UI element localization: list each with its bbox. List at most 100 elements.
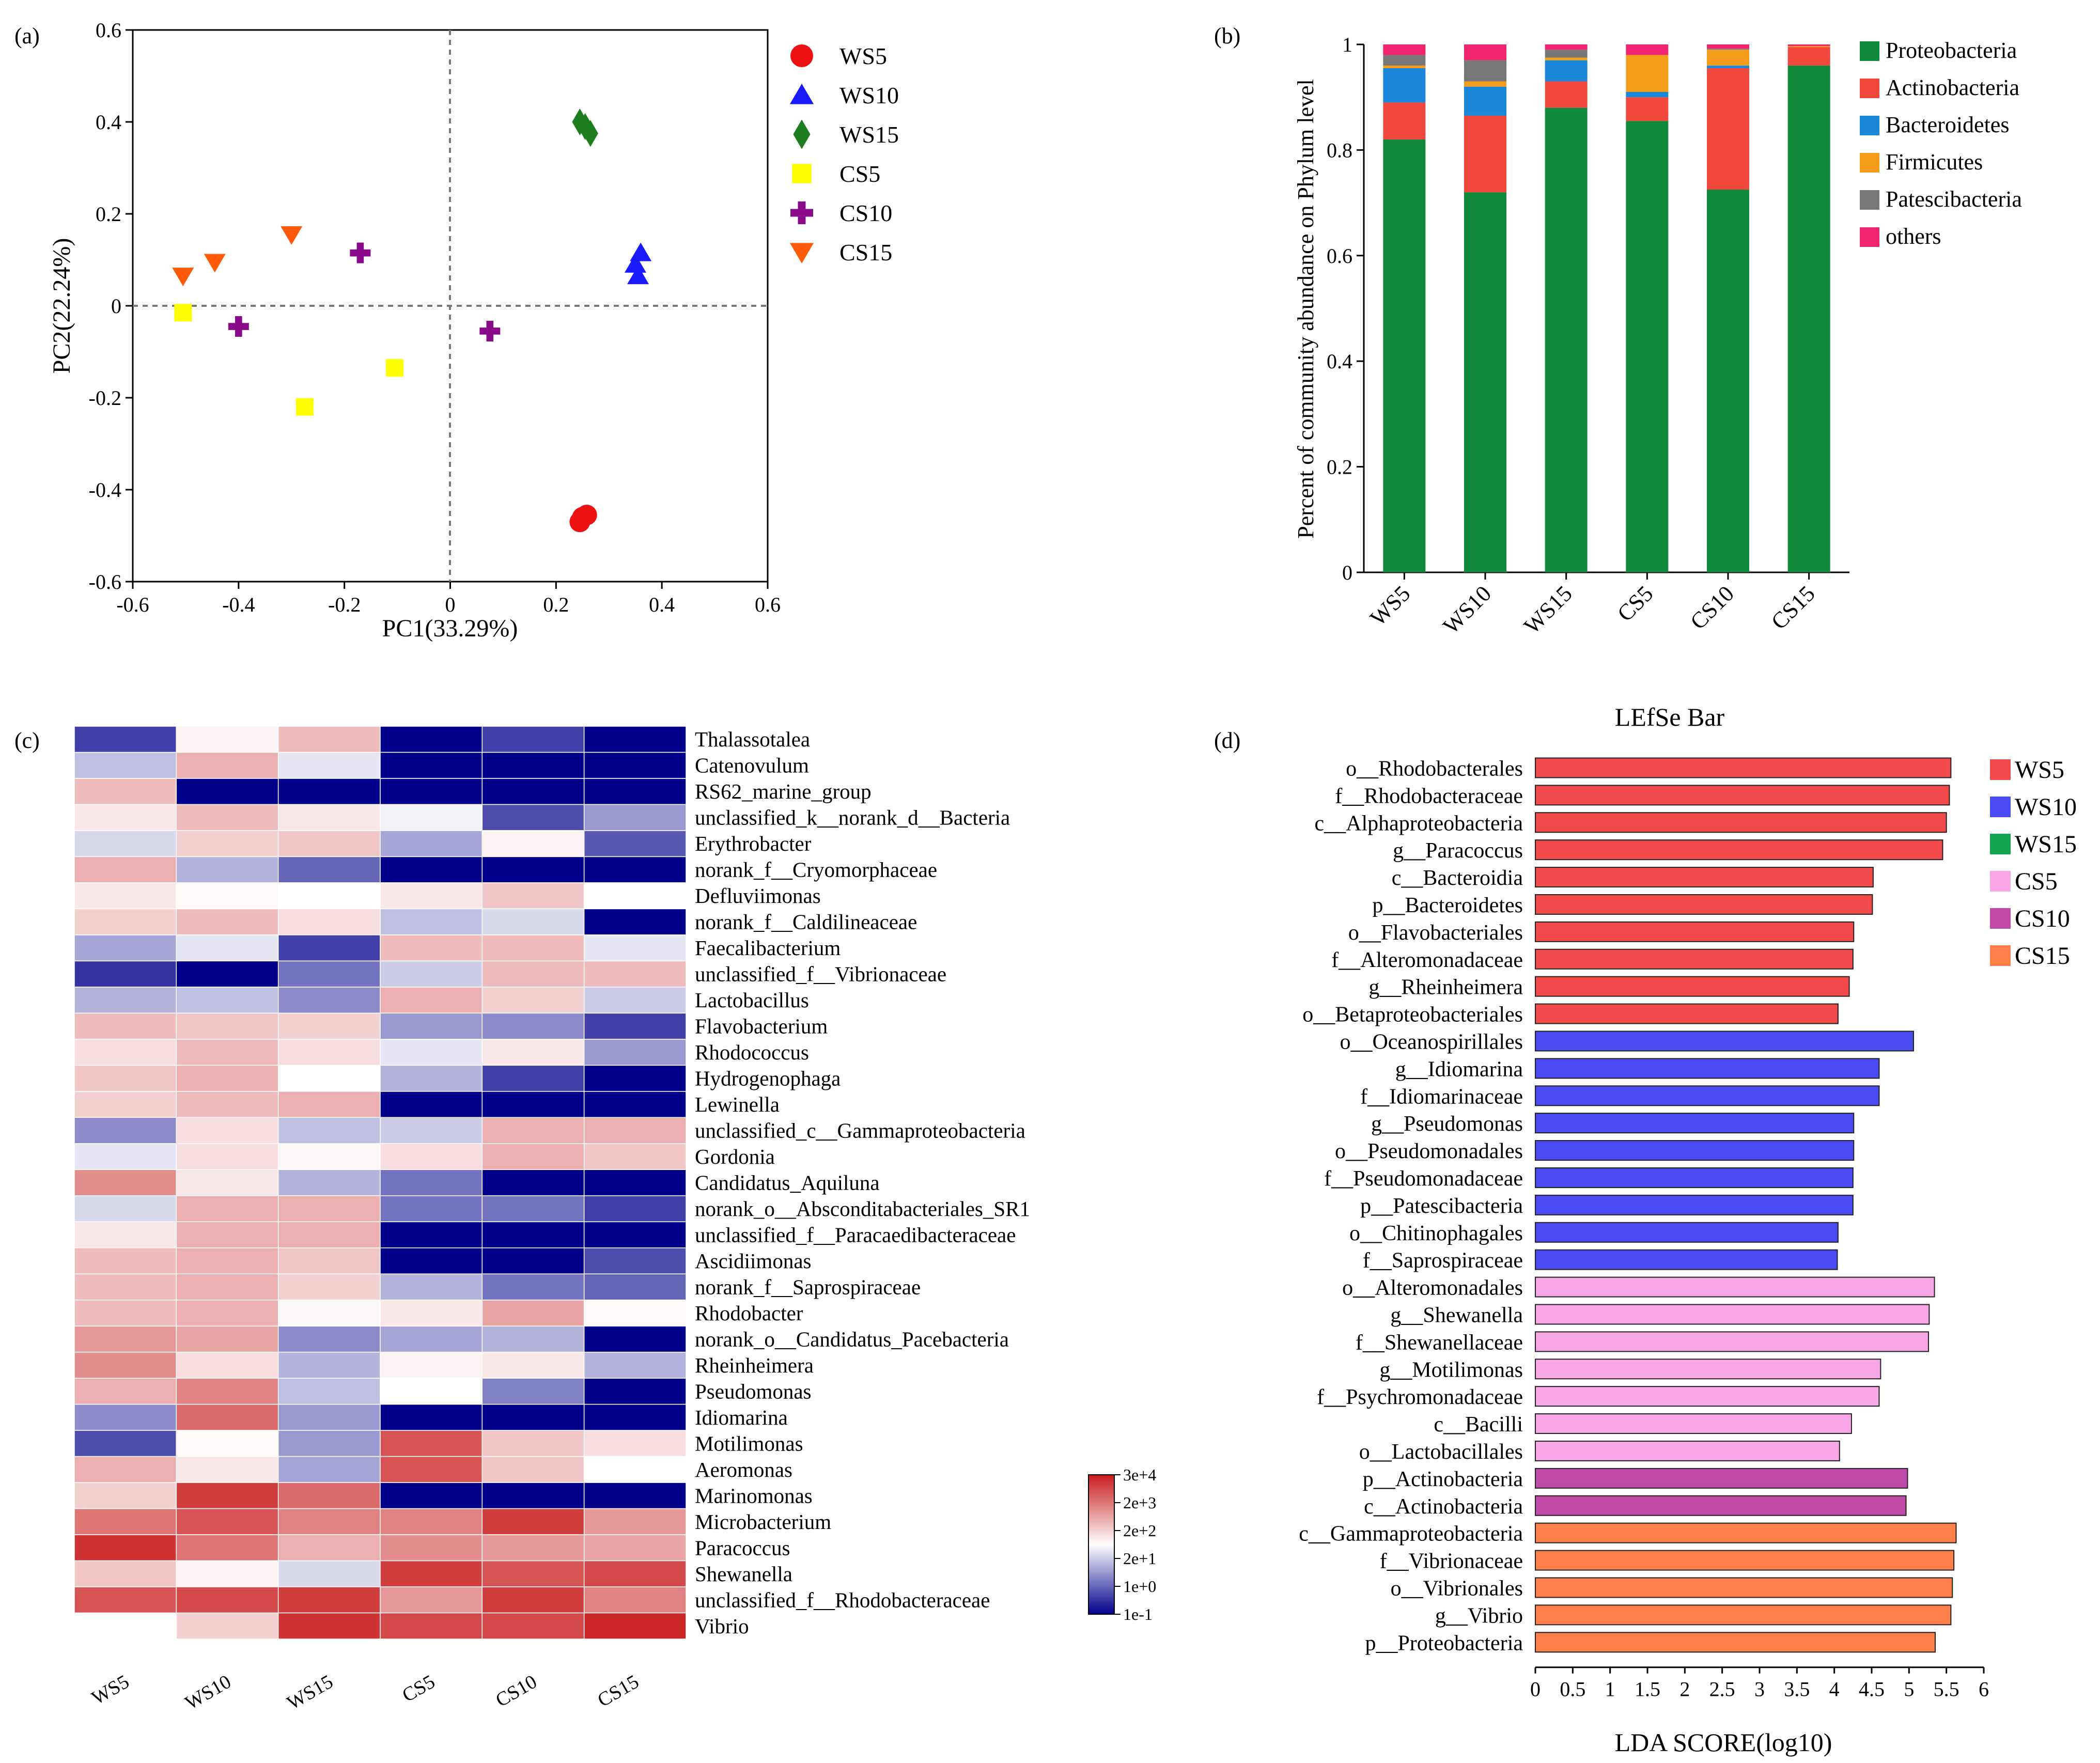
lefse-bar-label: c__Actinobacteria [1364,1495,1523,1519]
pca-x-tick-label: -0.2 [328,593,361,616]
lefse-x-tick-label: 6 [1979,1678,1989,1701]
phylum-bar-segment-firmicutes [1383,65,1426,68]
phylum-x-tick-label: CS10 [1685,581,1739,634]
heatmap-cell [277,1612,381,1640]
pca-legend-label: CS15 [839,239,892,266]
lefse-bar-ws5 [1535,867,1874,888]
lefse-legend-swatch [1990,945,2011,966]
pca-legend-marker-cs10 [790,201,813,224]
lefse-legend-label: CS5 [2015,868,2058,895]
heatmap-cell [583,1403,687,1431]
heatmap-cell [176,1221,279,1249]
heatmap-cell [481,726,585,753]
lefse-bar-label: g__Motilimonas [1379,1358,1523,1382]
pca-point-cs5 [174,304,192,322]
heatmap-cell [176,804,279,831]
heatmap-cell [481,1482,585,1509]
lefse-bar-cs10 [1535,1495,1907,1516]
heatmap-row-labels: Thalassotalea CatenovulumRS62_marine_grou… [695,727,1030,1638]
heatmap-cell [74,1039,177,1066]
heatmap-cell [277,1195,381,1222]
heatmap-cell [380,1612,483,1640]
heatmap-cell [176,882,279,910]
heatmap-cell [481,1299,585,1327]
heatmap-row-label: Erythrobacter [695,832,812,855]
lefse-bar-label: p__Bacteroidetes [1372,894,1523,917]
heatmap-cell [481,1039,585,1066]
lefse-legend-label: WS5 [2015,756,2064,784]
lefse-bar-cs5 [1535,1386,1880,1407]
heatmap-row-label: Flavobacterium [695,1015,828,1038]
heatmap-row-label: Shewanella [695,1562,792,1586]
heatmap-cell [176,1534,279,1562]
heatmap-colorbar-tick-label: 2e+2 [1123,1521,1156,1540]
phylum-bar-segment-others [1545,44,1588,50]
heatmap-cell [380,1508,483,1535]
heatmap-row-label: Gordonia [695,1145,775,1168]
heatmap-cell [380,1560,483,1587]
pca-x-tick-label: 0 [445,593,456,616]
lefse-bar-ws10 [1535,1194,1854,1215]
heatmap-row-label: Candidatus_Aquiluna [695,1171,880,1195]
lefse-x-tick-label: 5.5 [1934,1678,1959,1701]
heatmap-cell [583,1482,687,1509]
pca-legend-label: CS5 [839,161,880,187]
heatmap-cell [583,1221,687,1249]
pca-y-tick-label: 0.4 [96,111,121,134]
heatmap-row-label: Rheinheimera [695,1353,814,1377]
pca-point-cs5 [295,398,314,416]
pca-x-tick-label: 0.2 [543,593,569,616]
pca-legend: WS5 WS10 WS15 CS5 CS10 CS15 [789,43,899,266]
phylum-legend-label: others [1886,224,1941,249]
heatmap-cell [176,1351,279,1379]
heatmap-cell [176,908,279,935]
lefse-bar-cs5 [1535,1359,1881,1380]
phylum-bar-segment-patescibacteria [1464,60,1506,82]
heatmap-cell [380,1351,483,1379]
heatmap-cell [380,1065,483,1092]
heatmap-cell [176,1560,279,1587]
heatmap-cell [74,1299,177,1327]
lefse-bar-cs5 [1535,1304,1930,1325]
heatmap-row-label: Faecalibacterium [695,936,841,960]
lefse-bar-ws10 [1535,1113,1855,1134]
heatmap-cell [481,1221,585,1249]
heatmap-cell [380,1299,483,1327]
lefse-bar-label: o__Flavobacteriales [1348,921,1523,945]
pca-y-tick-label: 0.6 [96,19,121,42]
heatmap-colorbar-ticks: 3e+4 2e+3 2e+2 2e+1 1e+0 1e-1 [1114,1465,1156,1624]
phylum-bar-segment-bacteroidetes [1626,91,1669,98]
lefse-bar-label: c__Alphaproteobacteria [1315,812,1523,835]
phylum-bar-segment-actinobacteria [1545,81,1588,108]
heatmap-cell [277,1351,381,1379]
phylum-legend-label: Proteobacteria [1886,38,2017,63]
phylum-legend-swatch [1860,227,1879,247]
heatmap-cell [74,1169,177,1196]
heatmap-cell [481,1508,585,1535]
lefse-bar-label: o__Lactobacillales [1359,1440,1523,1464]
pca-legend-label: WS10 [839,82,899,108]
lefse-bar-label: o__Alteromonadales [1342,1276,1523,1300]
lefse-x-tick-label: 1.5 [1635,1678,1660,1701]
heatmap-cell [74,987,177,1014]
lefse-bar-label: f__Idiomarinaceae [1360,1085,1523,1109]
heatmap-cell [176,1012,279,1040]
heatmap-cell [481,1430,585,1457]
heatmap-row-label: Catenovulum [695,754,809,777]
lefse-bar-ws5 [1535,812,1947,833]
heatmap-cell [583,882,687,910]
heatmap-cell [481,1273,585,1301]
pca-y-tick-label: 0 [111,294,121,318]
heatmap-cell [583,1169,687,1196]
heatmap-colorbar-tick-label: 3e+4 [1123,1465,1156,1484]
heatmap-cell [380,1403,483,1431]
heatmap-cell [277,1403,381,1431]
heatmap-cell [74,1586,177,1614]
heatmap-cell [380,1117,483,1144]
heatmap-cell [277,1586,381,1614]
heatmap-cell [583,856,687,883]
heatmap-cell [380,908,483,935]
heatmap-cell [583,1091,687,1118]
heatmap-cell [583,1273,687,1301]
heatmap-row-label: Lactobacillus [695,988,809,1012]
